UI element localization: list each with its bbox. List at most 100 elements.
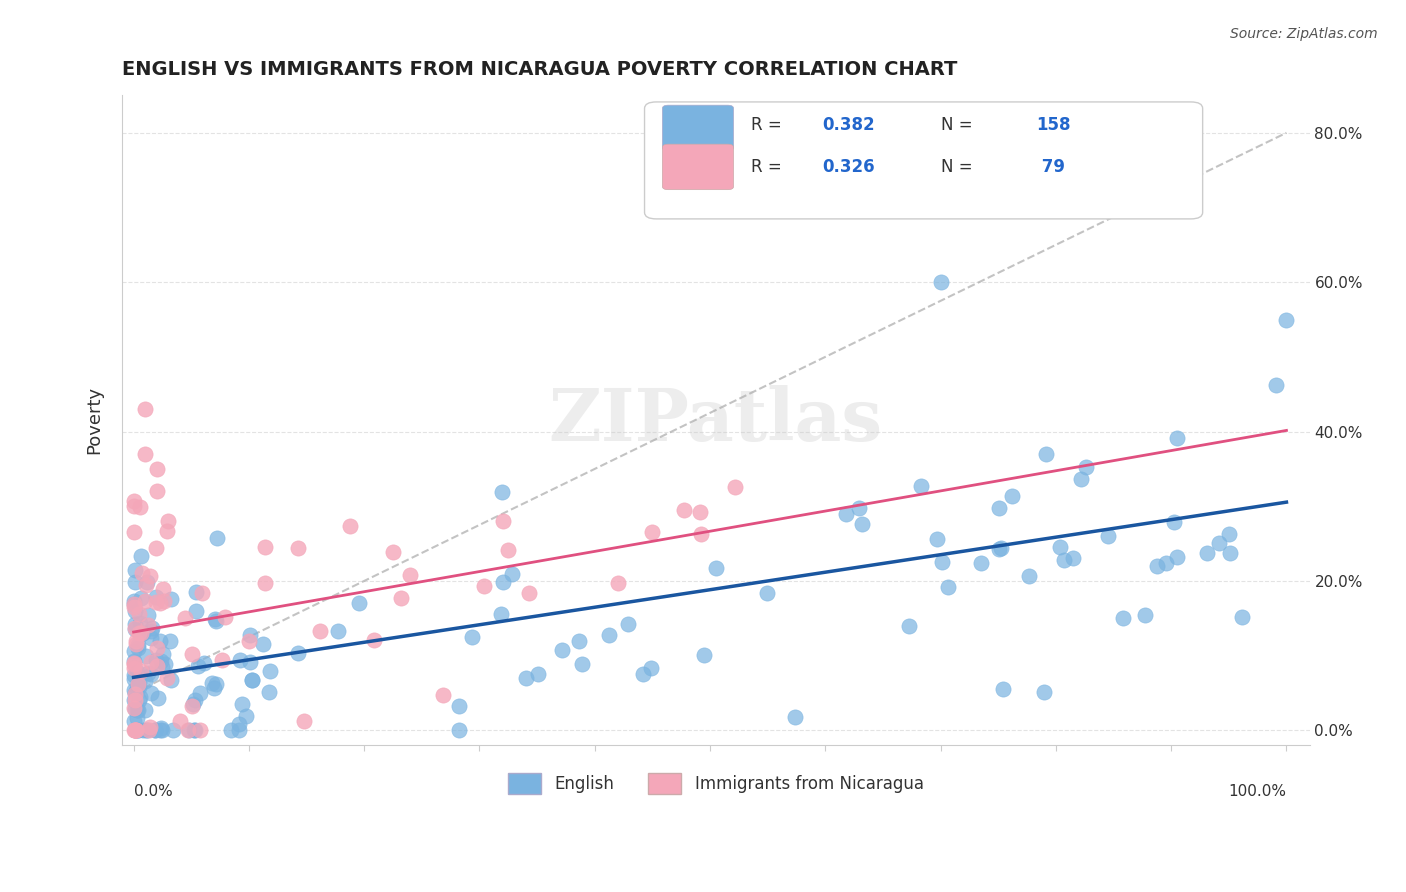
Legend: English, Immigrants from Nicaragua: English, Immigrants from Nicaragua [499,765,932,802]
Point [149,634,172,648]
Point [146,641,169,656]
Point [138,607,160,622]
Point [460,630,482,644]
Point [1264,378,1286,392]
Point [515,671,537,685]
Point [122,499,145,513]
Point [124,687,146,701]
Point [134,593,156,607]
Point [1146,559,1168,574]
Point [571,657,593,672]
Point [179,723,201,738]
Text: ENGLISH VS IMMIGRANTS FROM NICARAGUA POVERTY CORRELATION CHART: ENGLISH VS IMMIGRANTS FROM NICARAGUA POV… [122,60,957,78]
Text: 0.0%: 0.0% [134,784,173,799]
Point [153,594,176,608]
Point [692,648,714,662]
Point [124,622,146,636]
Point [127,681,149,696]
Point [124,616,146,631]
Point [134,703,156,717]
Point [207,531,229,545]
Point [145,590,167,604]
Point [124,723,146,738]
Point [129,500,152,514]
Point [127,665,149,679]
Point [432,688,454,702]
Point [472,579,495,593]
Text: N =: N = [942,116,979,134]
Point [897,618,920,632]
Point [141,621,163,635]
Point [145,541,167,555]
Point [1163,515,1185,529]
Point [188,723,211,738]
Point [970,556,993,570]
Point [1208,536,1230,550]
Point [1018,569,1040,583]
Point [181,699,204,714]
Point [127,723,149,738]
Point [201,676,224,690]
Point [159,634,181,648]
Point [399,567,422,582]
Point [150,721,173,735]
Point [129,626,152,640]
Point [141,631,163,645]
Point [491,484,513,499]
Point [254,540,277,554]
Point [309,624,332,638]
Point [122,672,145,686]
Point [231,698,253,712]
Point [606,576,628,591]
Point [122,594,145,608]
Text: ZIPatlas: ZIPatlas [548,384,883,456]
Point [491,607,513,621]
Text: R =: R = [751,158,787,176]
Point [689,526,711,541]
Point [1000,489,1022,503]
Point [145,484,167,499]
Point [139,666,162,681]
Point [136,575,159,590]
Point [131,723,153,738]
Point [1097,529,1119,543]
Point [128,675,150,690]
Point [160,591,183,606]
Point [136,618,159,632]
Point [631,667,654,681]
Point [124,723,146,738]
Point [156,671,179,685]
Point [139,569,162,583]
Point [990,541,1012,555]
Point [598,628,620,642]
Point [122,657,145,671]
Point [259,665,281,679]
Point [122,524,145,539]
Point [127,723,149,738]
Point [447,699,470,714]
Text: 0.382: 0.382 [823,116,876,134]
Point [146,691,169,706]
Point [1135,608,1157,623]
Point [339,519,361,533]
Point [152,582,174,596]
Point [145,595,167,609]
Point [925,532,948,546]
Point [993,681,1015,696]
Point [127,677,149,691]
Point [127,704,149,718]
Point [673,502,696,516]
Point [152,647,174,661]
Point [125,633,148,648]
Point [124,702,146,716]
Point [139,624,162,639]
Point [135,578,157,592]
Point [183,723,205,738]
Point [239,655,262,669]
Point [931,555,953,569]
Point [202,681,225,696]
Point [181,697,204,711]
Point [568,634,591,648]
Point [124,723,146,738]
Point [1076,459,1098,474]
